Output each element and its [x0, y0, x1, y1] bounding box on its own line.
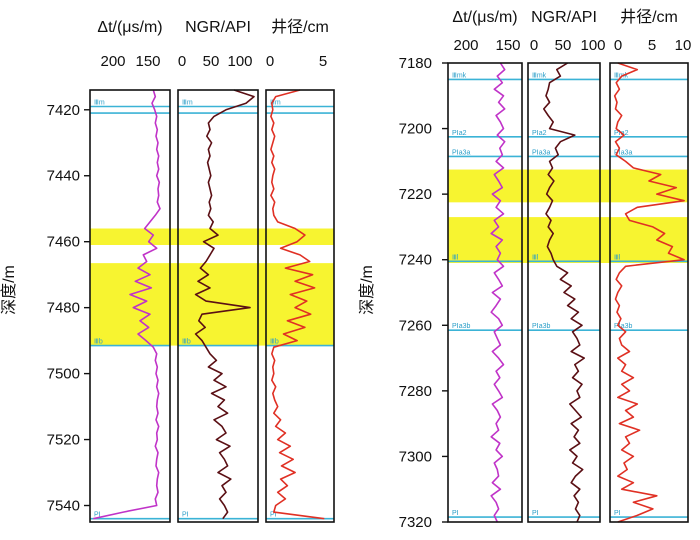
- panel-left-track-3-frame: [265, 89, 335, 523]
- panel-left-formation-label: Ⅲm: [270, 99, 281, 106]
- panel-right-formation-label: PⅠa3a: [532, 149, 551, 156]
- panel-right-formation-label: PⅠa3a: [452, 149, 471, 156]
- panel-left-track-1-header: Δt/(μs/m): [97, 19, 162, 36]
- panel-right-track-3-header: 井径/cm: [620, 8, 678, 26]
- panel-right-formation-label: Ⅲl: [452, 254, 459, 261]
- panel-right-highlight-band: [448, 217, 688, 263]
- panel-right-y-axis-label: 深度/m: [358, 265, 376, 315]
- panel-right-highlight-band: [448, 169, 688, 203]
- panel-left-track-2-tick-label: 50: [203, 53, 220, 70]
- panel-right-formation-label: PⅠa2: [532, 130, 547, 137]
- panel-left-formation-label: Ⅲb: [182, 339, 191, 346]
- panel-left-y-axis-label: 深度/m: [0, 265, 18, 315]
- panel-left-y-tick-label: 7540: [47, 498, 80, 515]
- panel-right-track-1-frame: [447, 62, 523, 523]
- panel-left-formation-label: Ⅲb: [94, 339, 103, 346]
- panel-left-track-2-header: NGR/API: [185, 19, 251, 36]
- panel-left-track-3-tick-label: 5: [319, 53, 327, 70]
- panel-right-formation-label: PⅠ: [452, 510, 459, 517]
- panel-right-track-3-tick-label: 0: [614, 37, 622, 54]
- panel-right-y-tick-label: 7200: [399, 121, 432, 138]
- panel-right-y-tick-label: 7240: [399, 252, 432, 269]
- panel-right-track-1-tick-label: 150: [495, 37, 520, 54]
- panel-left-y-tick-label: 7520: [47, 432, 80, 449]
- panel-left-formation-label: PⅠ: [270, 512, 277, 519]
- panel-left-track-2-tick-label: 0: [178, 53, 186, 70]
- panel-right-track-1-header: Δt/(μs/m): [452, 9, 517, 26]
- panel-right-y-tick-label: 7320: [399, 514, 432, 531]
- panel-left-y-tick-label: 7440: [47, 168, 80, 185]
- panel-left-formation-label: Ⅲm: [94, 99, 105, 106]
- panel-right-y-tick-label: 7260: [399, 317, 432, 334]
- panel-left-track-2-frame: [177, 89, 259, 523]
- panel-left-formation-label: PⅠ: [182, 512, 189, 519]
- panel-right-track-2-tick-label: 100: [580, 37, 605, 54]
- panel-left-y-tick-label: 7480: [47, 300, 80, 317]
- panel-right-y-tick-label: 7280: [399, 383, 432, 400]
- panel-right-formation-label: PⅠ: [614, 510, 621, 517]
- panel-left-track-3-curve: [270, 89, 325, 520]
- panel-left-track-2-tick-label: 100: [227, 53, 252, 70]
- panel-right-track-2-curve: [542, 62, 586, 523]
- panel-left-track-1-frame: [89, 89, 171, 523]
- panel-right-track-3-frame: [609, 62, 689, 523]
- panel-right-formation-label: PⅠa3b: [532, 323, 551, 330]
- panel-right-track-2-tick-label: 0: [530, 37, 538, 54]
- panel-right-formation-label: PⅠ: [532, 510, 539, 517]
- panel-left-formation-label: PⅠ: [94, 512, 101, 519]
- panel-left-formation-label: Ⅲb: [270, 339, 279, 346]
- panel-left-track-3-tick-label: 0: [266, 53, 274, 70]
- panel-right-formation-label: PⅠa3a: [614, 149, 633, 156]
- panel-right-track-2-frame: [527, 62, 601, 523]
- panel-right-y-tick-label: 7180: [399, 55, 432, 72]
- panel-left-formation-label: Ⅲm: [182, 99, 193, 106]
- panel-left-y-tick-label: 7420: [47, 102, 80, 119]
- panel-right-track-2-tick-label: 50: [555, 37, 572, 54]
- panel-left-y-tick-label: 7500: [47, 366, 80, 383]
- panel-right-track-3-tick-label: 10: [675, 37, 692, 54]
- panel-right-track-1-tick-label: 200: [453, 37, 478, 54]
- panel-right-y-tick-label: 7300: [399, 448, 432, 465]
- panel-left-track-1-curve: [93, 89, 161, 520]
- panel-left-y-tick-label: 7460: [47, 234, 80, 251]
- panel-left-highlight-band: [90, 263, 334, 346]
- panel-right-formation-label: PⅠa3b: [452, 323, 471, 330]
- panel-left-track-3-header: 井径/cm: [271, 18, 329, 36]
- panel-right-formation-label: PⅠa2: [452, 130, 467, 137]
- panel-right-formation-label: Ⅲmk: [532, 72, 547, 79]
- panel-right-y-tick-label: 7220: [399, 186, 432, 203]
- panel-right-formation-label: Ⅲmk: [452, 72, 467, 79]
- panel-left-track-1-tick-label: 200: [100, 53, 125, 70]
- panel-right-formation-label: Ⅲl: [532, 254, 539, 261]
- panel-right-track-2-header: NGR/API: [531, 9, 597, 26]
- panel-left-track-1-tick-label: 150: [135, 53, 160, 70]
- panel-right-track-3-curve: [613, 62, 685, 523]
- panel-right-track-3-tick-label: 5: [648, 37, 656, 54]
- panel-right-formation-label: PⅠa3b: [614, 323, 633, 330]
- panel-right-formation-label: Ⅲl: [614, 254, 621, 261]
- panel-left-track-2-curve: [194, 89, 255, 520]
- panel-right-track-1-curve: [490, 62, 506, 523]
